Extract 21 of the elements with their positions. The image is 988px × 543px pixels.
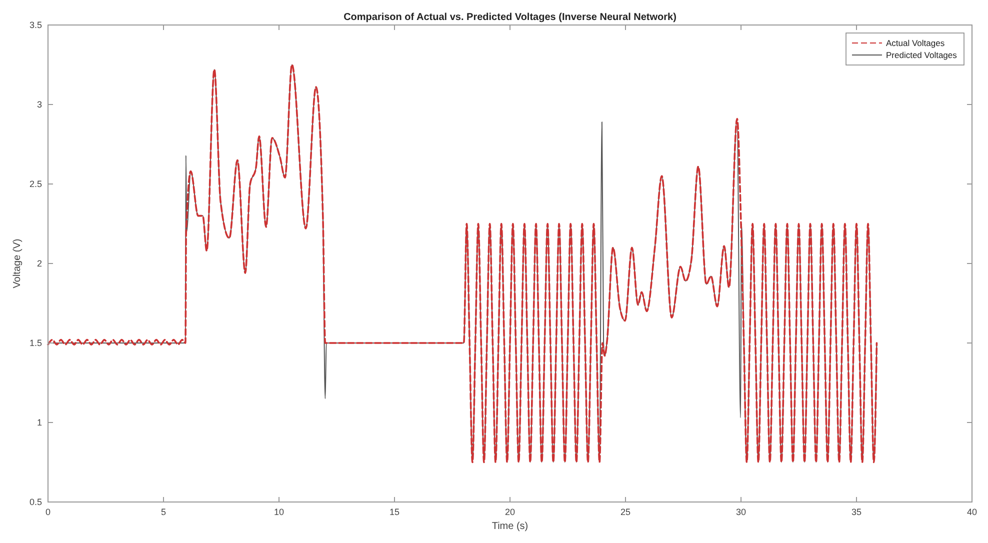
legend-label: Predicted Voltages [886, 50, 957, 60]
x-tick-label: 15 [389, 507, 400, 517]
x-tick-label: 30 [736, 507, 746, 517]
x-tick-label: 25 [620, 507, 631, 517]
y-tick-label: 1.5 [29, 338, 42, 348]
y-tick-label: 3.5 [29, 20, 42, 30]
x-tick-label: 5 [160, 507, 166, 517]
x-tick-label: 40 [966, 507, 978, 517]
x-tick-label: 10 [274, 507, 284, 517]
legend-label: Actual Voltages [886, 38, 945, 48]
y-tick-label: 2.5 [29, 179, 42, 189]
y-axis-title: Voltage (V) [12, 238, 23, 288]
y-tick-label: 2 [36, 258, 42, 268]
chart-title: Comparison of Actual vs. Predicted Voltages (Inverse Neural Network) [344, 12, 676, 23]
x-axis-title: Time (s) [492, 521, 528, 532]
x-tick-label: 0 [45, 507, 51, 517]
y-tick-label: 0.5 [29, 497, 42, 507]
y-tick-label: 1 [36, 418, 42, 428]
y-tick-label: 3 [36, 100, 42, 110]
x-tick-label: 35 [851, 507, 862, 517]
x-tick-label: 20 [504, 507, 516, 517]
